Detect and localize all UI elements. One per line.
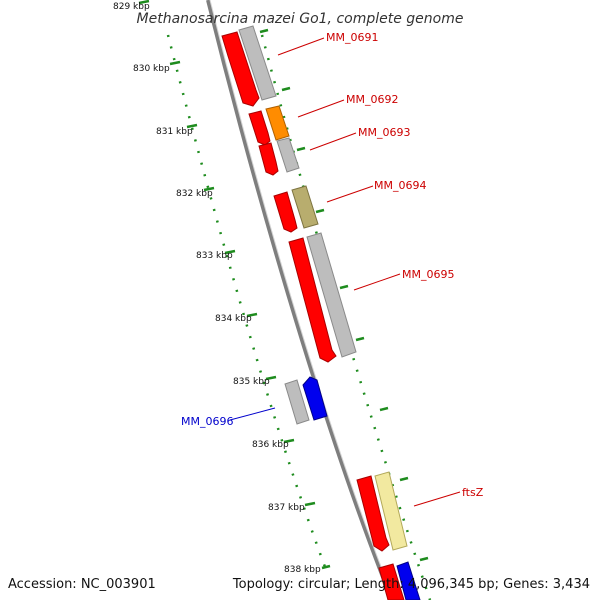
gene-label-mm0695[interactable]: MM_0695 xyxy=(402,268,454,281)
left-tick-guide xyxy=(166,34,330,576)
tick-label-831: 831 kbp xyxy=(156,127,193,137)
gene-feature-ftsz-pale[interactable] xyxy=(374,471,408,551)
gene-feature-mm0691-gray[interactable] xyxy=(238,25,277,101)
gene-features xyxy=(221,25,421,600)
gene-label-mm0696[interactable]: MM_0696 xyxy=(181,415,233,428)
accession-text: Accession: NC_003901 xyxy=(8,577,156,592)
gene-feature-mm0696-gray[interactable] xyxy=(284,379,310,425)
tick-label-835: 835 kbp xyxy=(233,377,270,387)
tick-label-830: 830 kbp xyxy=(133,64,170,74)
gene-feature-mm0696-cds[interactable] xyxy=(302,376,328,421)
gene-label-mm0693[interactable]: MM_0693 xyxy=(358,126,410,139)
gene-feature-mm0692-cds[interactable] xyxy=(248,110,271,146)
tick-label-833: 833 kbp xyxy=(196,251,233,261)
gene-feature-ftsz-cds[interactable] xyxy=(356,475,390,552)
gene-feature-mm0691-cds[interactable] xyxy=(221,31,260,107)
gene-feature-mm0693-cds[interactable] xyxy=(258,142,279,176)
gene-label-ftsz[interactable]: ftsZ xyxy=(462,486,484,499)
genome-summary-text: Topology: circular; Length: 4,096,345 bp… xyxy=(232,577,590,592)
tick-label-837: 837 kbp xyxy=(268,503,305,513)
gene-feature-mm0695-cds[interactable] xyxy=(288,237,337,363)
genome-backbone xyxy=(206,0,395,600)
tick-label-836: 836 kbp xyxy=(252,440,289,450)
gene-feature-mm0693-gray[interactable] xyxy=(276,137,300,173)
tick-label-832: 832 kbp xyxy=(176,189,213,199)
tick-label-834: 834 kbp xyxy=(215,314,252,324)
gene-feature-bottom-reverse[interactable] xyxy=(396,561,421,600)
gene-labels: MM_0691 MM_0692 MM_0693 MM_0694 MM_0695 … xyxy=(181,31,484,499)
gene-label-leaders xyxy=(229,37,461,507)
tick-labels: 829 kbp 830 kbp 831 kbp 832 kbp 833 kbp … xyxy=(113,2,321,575)
map-title: Methanosarcina mazei Go1, complete genom… xyxy=(137,11,464,27)
tick-marks-left xyxy=(138,0,331,570)
gene-feature-mm0695-gray[interactable] xyxy=(306,232,357,358)
gene-feature-mm0694-olive[interactable] xyxy=(291,185,319,229)
gene-feature-mm0694-cds[interactable] xyxy=(273,191,298,233)
tick-label-829: 829 kbp xyxy=(113,2,150,12)
gene-label-mm0691[interactable]: MM_0691 xyxy=(326,31,378,44)
tick-marks-right xyxy=(259,28,429,562)
gene-label-mm0694[interactable]: MM_0694 xyxy=(374,179,426,192)
gene-feature-mm0692-orange[interactable] xyxy=(265,105,290,141)
gene-label-mm0692[interactable]: MM_0692 xyxy=(346,93,398,106)
gene-feature-bottom-cds[interactable] xyxy=(378,563,405,600)
tick-label-838: 838 kbp xyxy=(284,565,321,575)
